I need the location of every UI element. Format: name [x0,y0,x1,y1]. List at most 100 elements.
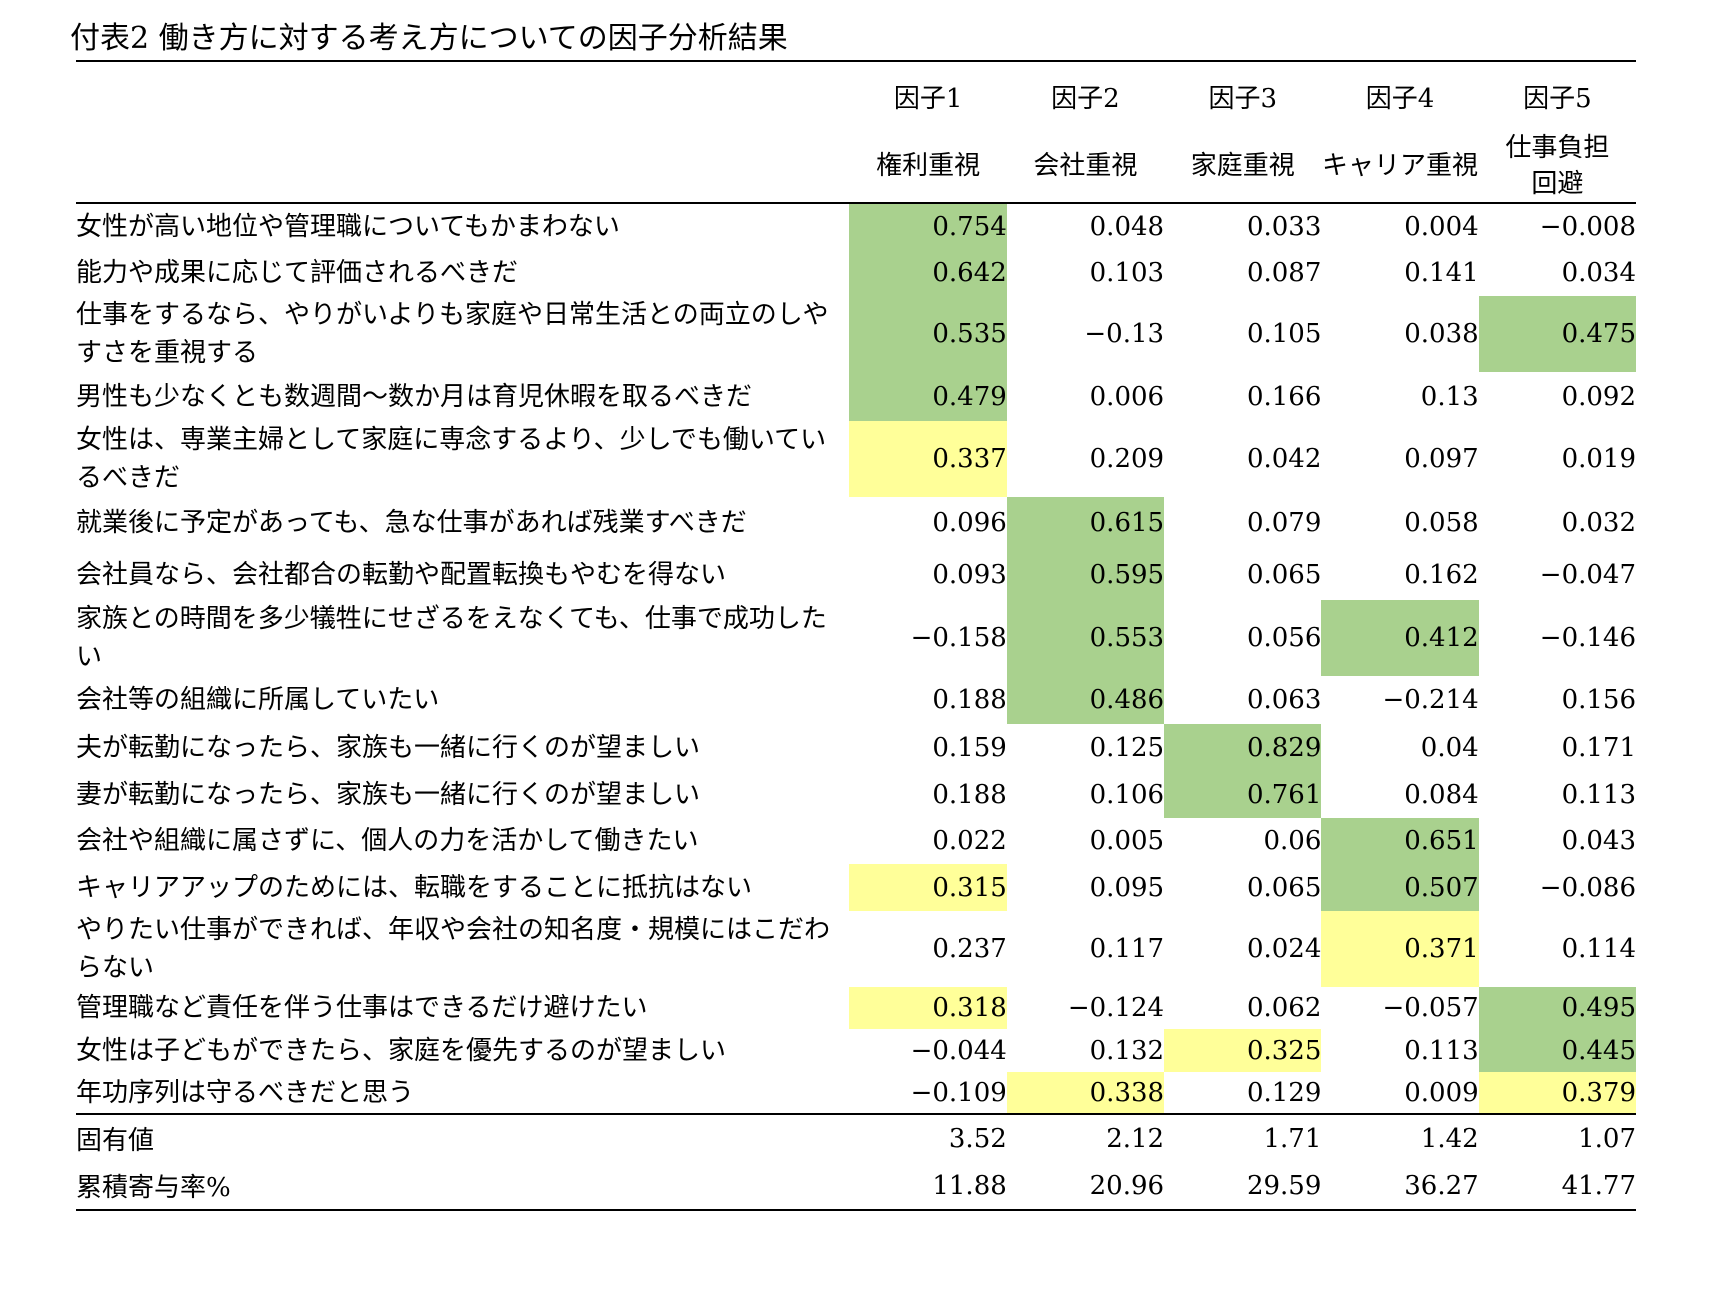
factor-loading-cell: 0.318 [849,987,1007,1029]
factor-loading-cell: 0.379 [1478,1072,1636,1114]
factor-loading-cell: 0.033 [1246,211,1322,242]
factor-loading-cell: 0.024 [1246,934,1322,964]
row-label: 家族との時間を多少犠牲にせざるをえなくても、仕事で成功したい [76,604,827,672]
factor-loading-cell: 0.412 [1321,600,1479,676]
table-row: やりたい仕事ができれば、年収や会社の知名度・規模にはこだわらない 0.237 0.1… [76,911,1636,987]
factor-loading-cell: 0.06 [1263,826,1322,856]
factor-loading-cell: 0.062 [1246,993,1322,1023]
factor-loading-cell: 0.113 [1561,779,1636,810]
factor-loading-cell: 0.117 [1089,934,1165,964]
factor-loading-cell: 0.237 [932,934,1007,964]
factor-loading-cell: 0.188 [932,779,1007,810]
table-row: キャリアアップのためには、転職をすることに抵抗はない 0.315 0.095 0.06… [76,864,1636,911]
factor-loading-cell: −0.13 [1084,319,1165,349]
header-factor-num: 因子3 [1208,83,1277,114]
factor-loading-cell: 0.754 [849,203,1007,249]
factor-loading-cell: 0.063 [1246,685,1322,715]
row-label: 会社員なら、会社都合の転勤や配置転換もやむを得ない [76,559,727,590]
row-label: 女性が高い地位や管理職についてもかまわない [76,211,620,242]
factor-loading-cell: 0.486 [1006,676,1165,724]
header-factor-name: キャリア重視 [1322,151,1479,181]
factor-loading-cell: 0.338 [1006,1072,1165,1114]
header-corner [76,61,849,130]
factor-loading-cell: 0.038 [1404,319,1479,349]
factor-loading-cell: 0.209 [1089,444,1165,474]
row-label: 女性は子どもができたら、家庭を優先するのが望ましい [76,1035,727,1066]
row-label: 妻が転勤になったら、家族も一緒に行くのが望ましい [76,779,701,810]
factor-loading-cell: 0.056 [1246,623,1322,653]
footer-value: 20.96 [1089,1170,1165,1201]
factor-loading-cell: 0.105 [1246,319,1322,349]
table-row: 仕事をするなら、やりがいよりも家庭や日常生活との両立のしやすさを重視する 0.53… [76,296,1636,372]
table-row: 管理職など責任を伴う仕事はできるだけ避けたい 0.318 −0.124 0.062 −0… [76,987,1636,1029]
header-corner [76,130,849,203]
footer-value: 1.42 [1420,1123,1479,1154]
factor-loading-cell: −0.008 [1539,211,1636,242]
row-label: 女性は、専業主婦として家庭に専念するより、少しでも働いているべきだ [76,425,827,493]
table-row: 会社や組織に属さずに、個人の力を活かして働きたい 0.022 0.005 0.06 0.… [76,818,1636,864]
factor-loading-cell: 0.04 [1420,732,1479,763]
factor-loading-cell: 0.087 [1246,257,1322,288]
factor-loading-cell: 0.113 [1404,1035,1479,1066]
factor-loading-cell: 0.651 [1321,818,1479,864]
factor-loading-cell: 0.042 [1246,444,1322,474]
factor-loading-cell: 0.445 [1478,1029,1636,1072]
table-row: 家族との時間を多少犠牲にせざるをえなくても、仕事で成功したい −0.158 0.55… [76,600,1636,676]
table-row: 年功序列は守るべきだと思う −0.109 0.338 0.129 0.009 0.379 [76,1072,1636,1114]
row-label: キャリアアップのためには、転職をすることに抵抗はない [76,872,753,903]
row-label: 会社等の組織に所属していたい [76,685,440,715]
factor-loading-cell: 0.058 [1404,508,1479,538]
header-factor-name: 仕事負担 回避 [1505,133,1610,199]
table-row: 女性は子どもができたら、家庭を優先するのが望ましい −0.044 0.132 0.32… [76,1029,1636,1072]
table-row: 女性が高い地位や管理職についてもかまわない 0.754 0.048 0.033 0.00… [76,203,1636,249]
row-label: 就業後に予定があっても、急な仕事があれば残業すべきだ [76,508,747,538]
factor-loading-cell: 0.103 [1089,257,1165,288]
factor-loading-cell: 0.829 [1164,724,1322,771]
factor-loading-cell: −0.044 [910,1035,1007,1066]
factor-loading-cell: 0.006 [1089,381,1165,412]
footer-value: 1.71 [1263,1123,1322,1154]
factor-loading-cell: 0.141 [1404,257,1479,288]
factor-loading-cell: 0.479 [849,372,1007,421]
row-label: 男性も少なくとも数週間～数か月は育児休暇を取るべきだ [76,381,753,412]
factor-loading-cell: 0.048 [1089,211,1165,242]
factor-loading-cell: −0.109 [910,1077,1007,1108]
factor-loading-cell: 0.337 [849,421,1007,497]
factor-loading-cell: −0.047 [1539,559,1636,590]
factor-loading-cell: 0.043 [1561,826,1636,856]
factor-loading-cell: −0.057 [1382,993,1479,1023]
footer-value: 29.59 [1246,1170,1322,1201]
factor-loading-cell: 0.642 [849,249,1007,296]
row-label: 夫が転勤になったら、家族も一緒に行くのが望ましい [76,732,701,763]
header-factor-num: 因子2 [1051,83,1120,114]
table-title: 付表2 働き方に対する考え方についての因子分析結果 [70,21,788,56]
header-row-factor-names: 権利重視 会社重視 家庭重視 キャリア重視 仕事負担 回避 [76,130,1636,203]
row-label: 管理職など責任を伴う仕事はできるだけ避けたい [76,993,648,1023]
header-factor-num: 因子1 [893,83,963,114]
header-factor-num: 因子4 [1365,83,1435,114]
factor-loading-cell: 0.005 [1089,826,1165,856]
table-row: 就業後に予定があっても、急な仕事があれば残業すべきだ 0.096 0.615 0.07… [76,497,1636,549]
factor-loading-cell: 0.371 [1321,911,1479,987]
table-row: 能力や成果に応じて評価されるべきだ 0.642 0.103 0.087 0.141 0.0… [76,249,1636,296]
factor-loading-cell: 0.761 [1164,771,1322,818]
cumulative-contribution-row: 累積寄与率% 11.88 20.96 29.59 36.27 41.77 [76,1162,1636,1210]
factor-loading-cell: 0.129 [1246,1077,1322,1108]
factor-loading-cell: 0.166 [1246,381,1322,412]
factor-loading-cell: 0.097 [1404,444,1479,474]
factor-loading-cell: 0.009 [1404,1077,1479,1108]
factor-loading-cell: −0.086 [1539,872,1636,903]
factor-analysis-table: 因子1 因子2 因子3 因子4 因子5 権利重視 会社重視 家庭重視 キャリア重… [76,60,1636,1211]
table-row: 女性は、専業主婦として家庭に専念するより、少しでも働いているべきだ 0.337 0.… [76,421,1636,497]
footer-value: 41.77 [1561,1170,1636,1201]
factor-loading-cell: 0.156 [1561,685,1636,715]
table-row: 会社員なら、会社都合の転勤や配置転換もやむを得ない 0.093 0.595 0.065… [76,549,1636,600]
factor-loading-cell: 0.325 [1164,1029,1322,1072]
factor-loading-cell: 0.022 [932,826,1007,856]
row-label: 仕事をするなら、やりがいよりも家庭や日常生活との両立のしやすさを重視する [76,300,829,368]
factor-loading-cell: 0.034 [1561,257,1636,288]
factor-loading-cell: 0.084 [1404,779,1479,810]
factor-loading-cell: 0.615 [1006,497,1165,549]
header-factor-name: 会社重視 [1033,151,1138,181]
row-label: やりたい仕事ができれば、年収や会社の知名度・規模にはこだわらない [76,915,831,983]
